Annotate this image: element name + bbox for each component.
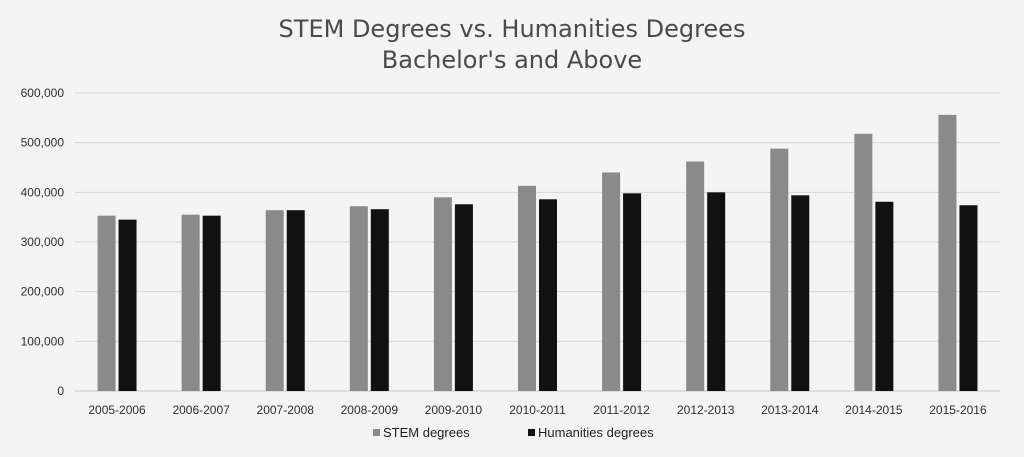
legend-label-stem: STEM degrees	[383, 425, 470, 440]
x-tick-label: 2010-2011	[509, 403, 566, 417]
bar-humanities	[118, 219, 137, 391]
x-tick-label: 2008-2009	[341, 403, 399, 417]
y-tick-label: 400,000	[21, 185, 65, 199]
x-tick-label: 2012-2013	[677, 403, 735, 417]
bar-humanities	[959, 205, 978, 391]
chart-title-block: STEM Degrees vs. Humanities Degrees Bach…	[0, 14, 1024, 76]
bar-humanities	[202, 215, 221, 391]
bar-humanities	[791, 195, 810, 391]
bar-humanities	[875, 201, 894, 391]
x-tick-label: 2009-2010	[425, 403, 483, 417]
y-tick-label: 300,000	[21, 235, 65, 249]
chart-title: STEM Degrees vs. Humanities Degrees	[278, 15, 746, 43]
x-tick-label: 2007-2008	[257, 403, 315, 417]
legend-swatch-humanities	[528, 429, 535, 436]
bar-stem	[770, 148, 789, 391]
bar-stem	[854, 133, 873, 391]
bar-stem	[97, 215, 116, 391]
y-tick-label: 0	[57, 384, 64, 398]
bar-stem	[349, 206, 368, 391]
y-tick-label: 500,000	[21, 136, 65, 150]
bar-humanities	[454, 204, 473, 391]
bar-humanities	[370, 209, 389, 391]
x-tick-label: 2006-2007	[172, 403, 230, 417]
x-tick-label: 2015-2016	[929, 403, 987, 417]
x-tick-label: 2013-2014	[761, 403, 819, 417]
bar-stem	[602, 172, 621, 391]
bar-stem	[938, 114, 957, 391]
bar-humanities	[707, 192, 726, 391]
bar-stem	[265, 210, 284, 391]
bar-stem	[518, 185, 536, 391]
y-tick-label: 600,000	[21, 86, 65, 100]
x-tick-label: 2011-2012	[593, 403, 650, 417]
bar-stem	[181, 214, 200, 391]
bar-humanities	[623, 193, 642, 391]
legend-label-humanities: Humanities degrees	[538, 425, 654, 440]
chart-subtitle: Bachelor's and Above	[381, 46, 643, 74]
bar-humanities	[286, 210, 305, 391]
bar-stem	[433, 197, 452, 391]
bar-humanities	[539, 199, 557, 391]
bar-stem	[686, 161, 705, 391]
y-tick-label: 200,000	[21, 285, 65, 299]
legend-swatch-stem	[373, 429, 380, 436]
y-tick-label: 100,000	[21, 334, 65, 348]
x-tick-label: 2005-2006	[88, 403, 146, 417]
x-tick-label: 2014-2015	[845, 403, 903, 417]
